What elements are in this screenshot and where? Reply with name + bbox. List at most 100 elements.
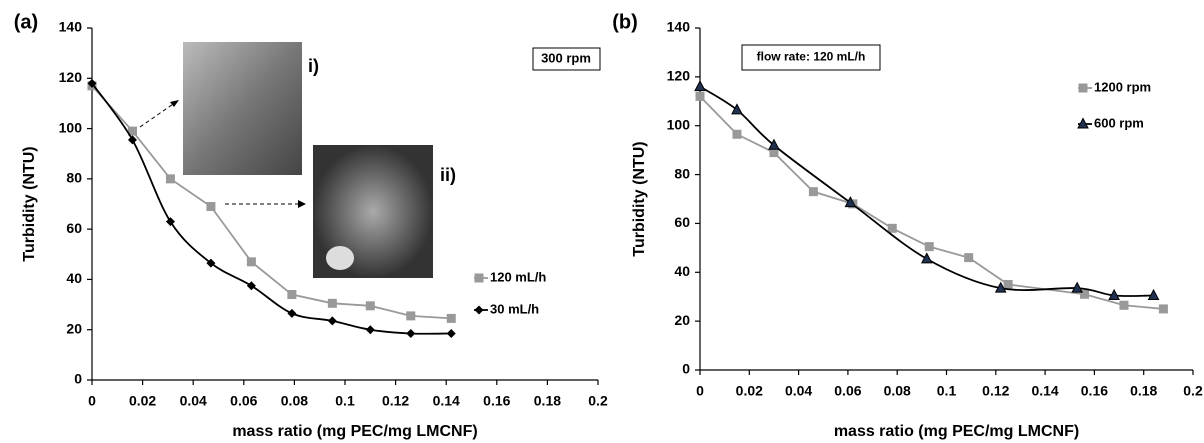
- marker: [287, 290, 297, 300]
- x-tick-label: 0: [88, 393, 96, 409]
- marker: [920, 252, 933, 264]
- marker: [808, 187, 818, 197]
- legend-label: 600 rpm: [1094, 115, 1144, 130]
- x-tick-label: 0.08: [281, 393, 308, 409]
- marker: [1071, 281, 1083, 293]
- sem-image: [183, 42, 302, 175]
- x-tick-label: 0.16: [1081, 383, 1108, 399]
- y-tick-label: 60: [674, 214, 690, 230]
- marker: [1080, 289, 1090, 299]
- x-axis-title: mass ratio (mg PEC/mg LMCNF): [232, 423, 477, 440]
- x-tick-label: 0.14: [433, 393, 460, 409]
- marker: [1108, 288, 1120, 300]
- legend-marker: [1078, 83, 1088, 93]
- marker: [206, 258, 216, 268]
- marker: [87, 78, 97, 88]
- legend-label: 1200 rpm: [1094, 79, 1151, 94]
- arrow: [139, 101, 177, 128]
- x-tick-label: 0: [696, 383, 704, 399]
- y-tick-label: 80: [674, 165, 690, 181]
- x-tick-label: 0.12: [982, 383, 1009, 399]
- series-line: [699, 95, 1164, 310]
- marker: [365, 301, 375, 311]
- annotation: flow rate: 120 mL/h: [757, 50, 866, 64]
- y-tick-label: 80: [66, 170, 82, 186]
- x-tick-label: 0.14: [1031, 383, 1058, 399]
- y-tick-label: 120: [59, 69, 83, 85]
- legend-marker: [1077, 117, 1089, 129]
- annotation: 300 rpm: [541, 50, 591, 65]
- series-line: [91, 85, 452, 320]
- marker: [994, 281, 1007, 293]
- panel-label: (b): [612, 11, 638, 33]
- marker: [246, 257, 256, 267]
- y-tick-label: 140: [667, 19, 691, 35]
- marker: [1158, 304, 1168, 314]
- marker: [327, 298, 337, 308]
- marker: [287, 308, 297, 318]
- marker: [1147, 288, 1160, 300]
- marker: [365, 325, 375, 335]
- marker: [127, 126, 137, 136]
- arrowhead: [170, 100, 179, 107]
- marker: [165, 174, 175, 184]
- marker: [406, 311, 416, 321]
- x-tick-label: 0.18: [1130, 383, 1157, 399]
- y-tick-label: 0: [74, 371, 82, 387]
- y-tick-label: 40: [66, 270, 82, 286]
- marker: [964, 253, 974, 263]
- x-tick-label: 0.04: [180, 393, 207, 409]
- marker: [1119, 300, 1129, 310]
- marker: [165, 217, 175, 227]
- marker: [844, 196, 857, 208]
- y-tick-label: 0: [682, 361, 690, 377]
- x-tick-label: 0.02: [736, 383, 763, 399]
- x-tick-label: 0.2: [1183, 383, 1203, 399]
- marker: [695, 91, 705, 101]
- marker: [446, 313, 456, 323]
- marker: [1003, 280, 1013, 289]
- x-tick-label: 0.1: [335, 393, 355, 409]
- marker: [732, 129, 742, 139]
- y-tick-label: 60: [66, 220, 82, 236]
- y-tick-label: 140: [59, 19, 83, 35]
- y-axis-title: Turbidity (NTU): [21, 146, 38, 261]
- x-tick-label: 0.12: [382, 393, 409, 409]
- x-tick-label: 0.02: [129, 393, 156, 409]
- x-tick-label: 0.04: [785, 383, 812, 399]
- x-tick-label: 0.18: [534, 393, 561, 409]
- panel-label: (a): [14, 11, 38, 33]
- marker: [731, 103, 743, 115]
- x-axis-title: mass ratio (mg PEC/mg LMCNF): [834, 423, 1079, 440]
- series-line: [91, 82, 452, 335]
- y-tick-label: 40: [674, 263, 690, 279]
- y-tick-label: 20: [66, 320, 82, 336]
- x-tick-label: 0.16: [483, 393, 510, 409]
- marker: [924, 242, 934, 252]
- marker: [694, 80, 706, 92]
- annotation-box: [532, 47, 601, 71]
- annotation: i): [308, 56, 319, 76]
- x-tick-label: 0.06: [230, 393, 257, 409]
- x-tick-label: 0.2: [588, 393, 608, 409]
- marker: [406, 328, 416, 338]
- legend-marker: [474, 273, 484, 283]
- marker: [246, 281, 256, 291]
- marker: [127, 135, 137, 145]
- marker: [446, 328, 456, 338]
- marker: [327, 316, 337, 326]
- y-tick-label: 120: [667, 68, 691, 84]
- annotation-box: [741, 44, 881, 71]
- arrowhead: [298, 200, 306, 208]
- x-tick-label: 0.06: [834, 383, 861, 399]
- legend-label: 30 mL/h: [490, 301, 539, 316]
- sem-particle: [326, 246, 354, 270]
- marker: [887, 223, 897, 233]
- series-line: [699, 85, 1154, 297]
- y-axis-title: Turbidity (NTU): [631, 141, 648, 256]
- annotation: ii): [440, 165, 456, 185]
- y-tick-label: 20: [674, 312, 690, 328]
- legend-marker: [474, 305, 484, 315]
- x-tick-label: 0.1: [937, 383, 957, 399]
